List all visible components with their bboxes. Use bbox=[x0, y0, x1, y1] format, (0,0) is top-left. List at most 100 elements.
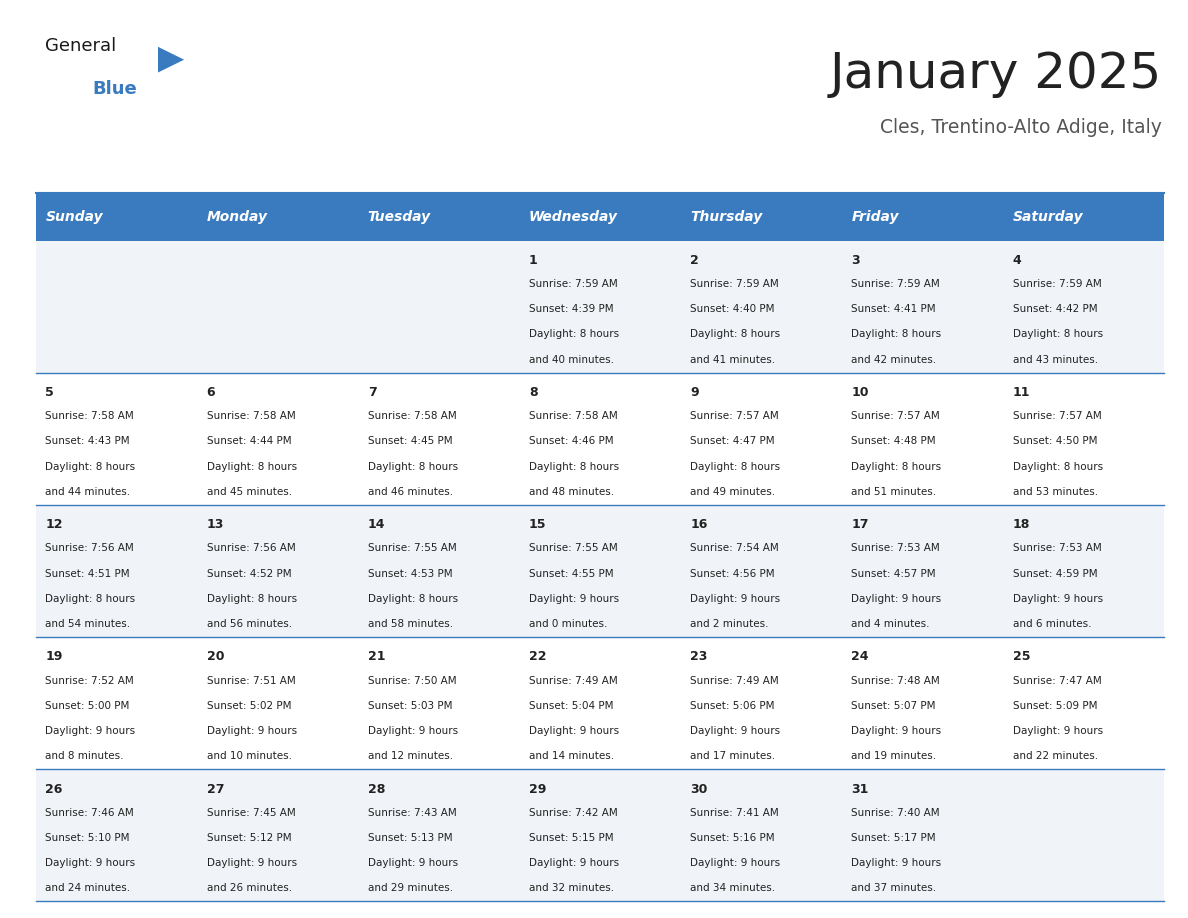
Text: 25: 25 bbox=[1012, 650, 1030, 664]
Text: Sunrise: 7:56 AM: Sunrise: 7:56 AM bbox=[45, 543, 134, 554]
Text: Daylight: 8 hours: Daylight: 8 hours bbox=[368, 462, 457, 472]
Text: Sunset: 5:04 PM: Sunset: 5:04 PM bbox=[529, 700, 613, 711]
Text: Sunrise: 7:49 AM: Sunrise: 7:49 AM bbox=[690, 676, 779, 686]
Text: Sunset: 5:17 PM: Sunset: 5:17 PM bbox=[852, 833, 936, 843]
Text: Sunset: 5:03 PM: Sunset: 5:03 PM bbox=[368, 700, 453, 711]
Text: Sunrise: 7:51 AM: Sunrise: 7:51 AM bbox=[207, 676, 296, 686]
Text: Sunrise: 7:59 AM: Sunrise: 7:59 AM bbox=[852, 279, 940, 289]
Text: and 44 minutes.: and 44 minutes. bbox=[45, 487, 131, 497]
Text: 7: 7 bbox=[368, 386, 377, 399]
Text: Sunset: 4:39 PM: Sunset: 4:39 PM bbox=[529, 304, 614, 314]
Text: Daylight: 9 hours: Daylight: 9 hours bbox=[852, 594, 942, 604]
Text: Daylight: 9 hours: Daylight: 9 hours bbox=[690, 726, 781, 736]
Text: and 26 minutes.: and 26 minutes. bbox=[207, 883, 292, 893]
Polygon shape bbox=[158, 47, 184, 73]
Text: 17: 17 bbox=[852, 518, 868, 532]
Text: Daylight: 8 hours: Daylight: 8 hours bbox=[1012, 330, 1102, 340]
Text: Sunrise: 7:59 AM: Sunrise: 7:59 AM bbox=[690, 279, 779, 289]
Bar bbox=[36, 505, 1164, 637]
Text: Daylight: 8 hours: Daylight: 8 hours bbox=[207, 594, 297, 604]
Text: Thursday: Thursday bbox=[690, 209, 763, 224]
Text: Daylight: 8 hours: Daylight: 8 hours bbox=[690, 330, 781, 340]
Text: Sunset: 4:41 PM: Sunset: 4:41 PM bbox=[852, 304, 936, 314]
Bar bbox=[36, 373, 1164, 505]
Text: Daylight: 8 hours: Daylight: 8 hours bbox=[368, 594, 457, 604]
Text: 3: 3 bbox=[852, 253, 860, 267]
Text: 8: 8 bbox=[529, 386, 538, 399]
Text: Sunset: 5:13 PM: Sunset: 5:13 PM bbox=[368, 833, 453, 843]
Text: Daylight: 8 hours: Daylight: 8 hours bbox=[207, 462, 297, 472]
Text: Daylight: 9 hours: Daylight: 9 hours bbox=[690, 858, 781, 868]
Text: Daylight: 8 hours: Daylight: 8 hours bbox=[45, 462, 135, 472]
Text: and 29 minutes.: and 29 minutes. bbox=[368, 883, 453, 893]
Text: Daylight: 9 hours: Daylight: 9 hours bbox=[852, 726, 942, 736]
Text: and 24 minutes.: and 24 minutes. bbox=[45, 883, 131, 893]
Text: Daylight: 9 hours: Daylight: 9 hours bbox=[368, 726, 457, 736]
Text: 11: 11 bbox=[1012, 386, 1030, 399]
Text: 22: 22 bbox=[529, 650, 546, 664]
Text: 13: 13 bbox=[207, 518, 223, 532]
Text: 28: 28 bbox=[368, 782, 385, 796]
Text: Sunrise: 7:40 AM: Sunrise: 7:40 AM bbox=[852, 808, 940, 818]
Text: Sunrise: 7:49 AM: Sunrise: 7:49 AM bbox=[529, 676, 618, 686]
Text: 24: 24 bbox=[852, 650, 868, 664]
Text: Daylight: 9 hours: Daylight: 9 hours bbox=[852, 858, 942, 868]
Text: 29: 29 bbox=[529, 782, 546, 796]
Text: 30: 30 bbox=[690, 782, 708, 796]
Text: 5: 5 bbox=[45, 386, 55, 399]
Text: Sunset: 5:15 PM: Sunset: 5:15 PM bbox=[529, 833, 614, 843]
Text: and 8 minutes.: and 8 minutes. bbox=[45, 751, 124, 761]
Text: Sunrise: 7:48 AM: Sunrise: 7:48 AM bbox=[852, 676, 940, 686]
Text: and 40 minutes.: and 40 minutes. bbox=[529, 354, 614, 364]
Text: and 48 minutes.: and 48 minutes. bbox=[529, 487, 614, 497]
Text: and 42 minutes.: and 42 minutes. bbox=[852, 354, 936, 364]
Text: Monday: Monday bbox=[207, 209, 267, 224]
Text: Sunset: 5:10 PM: Sunset: 5:10 PM bbox=[45, 833, 129, 843]
Text: and 0 minutes.: and 0 minutes. bbox=[529, 619, 607, 629]
Bar bbox=[842, 193, 1003, 241]
Text: Sunrise: 7:55 AM: Sunrise: 7:55 AM bbox=[529, 543, 618, 554]
Text: Daylight: 9 hours: Daylight: 9 hours bbox=[529, 594, 619, 604]
Text: Daylight: 9 hours: Daylight: 9 hours bbox=[1012, 726, 1102, 736]
Text: Sunset: 4:47 PM: Sunset: 4:47 PM bbox=[690, 436, 775, 446]
Text: and 46 minutes.: and 46 minutes. bbox=[368, 487, 453, 497]
Text: Daylight: 9 hours: Daylight: 9 hours bbox=[207, 858, 297, 868]
Text: 4: 4 bbox=[1012, 253, 1022, 267]
Text: Sunrise: 7:59 AM: Sunrise: 7:59 AM bbox=[529, 279, 618, 289]
Text: Daylight: 9 hours: Daylight: 9 hours bbox=[368, 858, 457, 868]
Text: 6: 6 bbox=[207, 386, 215, 399]
Text: and 43 minutes.: and 43 minutes. bbox=[1012, 354, 1098, 364]
Text: Sunrise: 7:58 AM: Sunrise: 7:58 AM bbox=[207, 411, 296, 421]
Text: Cles, Trentino-Alto Adige, Italy: Cles, Trentino-Alto Adige, Italy bbox=[880, 118, 1162, 137]
Text: Sunrise: 7:52 AM: Sunrise: 7:52 AM bbox=[45, 676, 134, 686]
Text: Sunset: 4:57 PM: Sunset: 4:57 PM bbox=[852, 568, 936, 578]
Text: and 4 minutes.: and 4 minutes. bbox=[852, 619, 930, 629]
Text: Sunset: 4:43 PM: Sunset: 4:43 PM bbox=[45, 436, 129, 446]
Text: Sunset: 5:16 PM: Sunset: 5:16 PM bbox=[690, 833, 775, 843]
Text: Sunset: 5:06 PM: Sunset: 5:06 PM bbox=[690, 700, 775, 711]
Text: and 54 minutes.: and 54 minutes. bbox=[45, 619, 131, 629]
Bar bbox=[36, 193, 197, 241]
Text: 19: 19 bbox=[45, 650, 63, 664]
Text: and 53 minutes.: and 53 minutes. bbox=[1012, 487, 1098, 497]
Text: Saturday: Saturday bbox=[1012, 209, 1083, 224]
Text: 18: 18 bbox=[1012, 518, 1030, 532]
Text: Sunrise: 7:43 AM: Sunrise: 7:43 AM bbox=[368, 808, 456, 818]
Text: 1: 1 bbox=[529, 253, 538, 267]
Text: Sunset: 5:07 PM: Sunset: 5:07 PM bbox=[852, 700, 936, 711]
Text: Sunset: 5:00 PM: Sunset: 5:00 PM bbox=[45, 700, 129, 711]
Text: Friday: Friday bbox=[852, 209, 899, 224]
Text: Sunset: 4:56 PM: Sunset: 4:56 PM bbox=[690, 568, 775, 578]
Text: Daylight: 8 hours: Daylight: 8 hours bbox=[529, 462, 619, 472]
Text: Sunrise: 7:57 AM: Sunrise: 7:57 AM bbox=[690, 411, 779, 421]
Text: and 45 minutes.: and 45 minutes. bbox=[207, 487, 292, 497]
Text: Sunrise: 7:41 AM: Sunrise: 7:41 AM bbox=[690, 808, 779, 818]
Text: and 56 minutes.: and 56 minutes. bbox=[207, 619, 292, 629]
Text: Sunrise: 7:50 AM: Sunrise: 7:50 AM bbox=[368, 676, 456, 686]
Text: Sunrise: 7:58 AM: Sunrise: 7:58 AM bbox=[368, 411, 456, 421]
Text: and 41 minutes.: and 41 minutes. bbox=[690, 354, 776, 364]
Text: and 6 minutes.: and 6 minutes. bbox=[1012, 619, 1092, 629]
Text: and 14 minutes.: and 14 minutes. bbox=[529, 751, 614, 761]
Text: Daylight: 9 hours: Daylight: 9 hours bbox=[690, 594, 781, 604]
Text: and 49 minutes.: and 49 minutes. bbox=[690, 487, 776, 497]
